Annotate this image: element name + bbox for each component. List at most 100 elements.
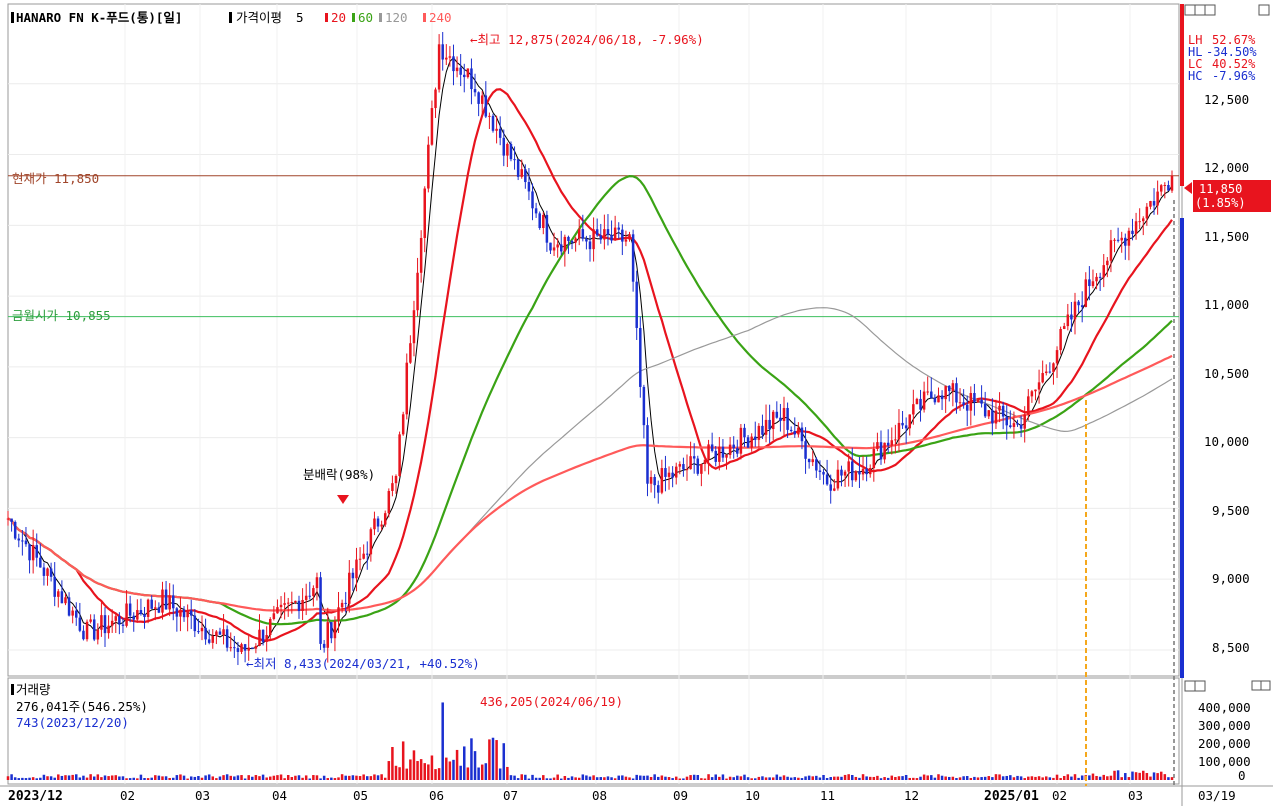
volume-bar [150,777,153,780]
candle [445,44,448,66]
candle-body [64,597,67,604]
candle-body [725,454,728,458]
candle [538,211,541,230]
volume-bar [1163,774,1167,780]
candle-body [265,635,268,642]
candle-body [1062,326,1066,329]
candle-body [642,386,646,426]
candle [100,602,103,637]
candle [1030,389,1034,403]
volume-bar [1037,776,1041,780]
candle-body [1001,405,1005,417]
candle [922,381,926,413]
volume-bar [933,777,937,780]
candle [883,442,886,464]
volume-bar [383,777,387,780]
volume-tick-label: 0 [1238,768,1246,783]
candle [391,475,394,497]
candle [258,614,261,647]
title-marker [11,12,14,23]
candle-body [560,244,563,252]
candle-body [804,441,807,459]
candle [175,606,179,632]
candle-body [1016,423,1019,425]
candle-body [678,464,682,467]
volume-bar [233,776,236,780]
candle [639,316,642,398]
candle-body [182,609,186,618]
volume-bar [926,775,929,780]
candle-body [67,597,71,616]
candle-body [387,490,391,514]
candle-body [635,281,638,328]
volume-bar [340,774,344,780]
volume-tick-label: 400,000 [1198,700,1251,715]
volume-bar [789,777,793,780]
volume-bar [473,751,477,780]
candle [667,466,671,490]
volume-bar [1023,778,1026,780]
candle-body [631,234,635,282]
volume-bar [362,774,365,780]
candle [646,417,649,497]
volume-bar [822,774,825,780]
candle-body [506,143,509,156]
candle-body [128,603,132,616]
volume-bar [969,777,973,780]
candle-body [944,385,947,400]
candle-body [21,540,24,542]
volume-dock-icon[interactable] [1194,680,1206,692]
candle [412,300,416,357]
candle [473,73,477,97]
candle-body [376,518,380,527]
candle [286,597,290,617]
volume-bar [761,776,764,780]
candle [570,239,574,250]
x-axis: 2023/12 02 03 04 05 06 07 08 09 10 11 12… [8,788,1236,804]
volume-bar [1062,775,1066,780]
volume-bar [215,778,218,780]
candle-body [1012,423,1016,428]
volume-bar [642,775,646,780]
volume-bar [276,775,279,780]
volume-bar [678,778,682,780]
candle [725,454,728,470]
candle [301,588,304,621]
candle [265,626,268,652]
candle [240,642,243,655]
x-tick-label: 09 [673,788,688,803]
candle-body [1009,425,1012,428]
candle-body [477,92,480,104]
candle [696,455,700,476]
candle-body [297,600,301,611]
volume-title-marker [11,684,14,695]
candle-body [423,188,426,238]
candle-body [829,484,832,491]
candle-body [172,595,175,609]
candle [136,599,139,623]
candle [1041,360,1044,384]
candle [67,592,71,617]
volume-bar [1048,777,1052,780]
candle [847,453,850,487]
volume-close-icon[interactable] [1260,680,1271,691]
volume-bar [710,777,714,780]
x-tick-label: 06 [429,788,444,803]
restore-icon[interactable] [1204,4,1216,16]
candle-body [1106,260,1109,266]
candle-body [822,471,825,475]
candle [775,401,779,419]
candle [531,183,534,221]
stat-lc: LC 40.52% [1188,57,1256,71]
candle-body [1116,239,1120,241]
candle-body [401,414,405,435]
candle-body [491,115,495,131]
candle-body [251,647,254,649]
volume-bar [991,777,994,780]
candle [383,510,387,527]
volume-bar [901,776,904,780]
candle [89,614,92,624]
maximize-icon[interactable] [1258,4,1270,16]
current-price-box [1193,180,1271,212]
